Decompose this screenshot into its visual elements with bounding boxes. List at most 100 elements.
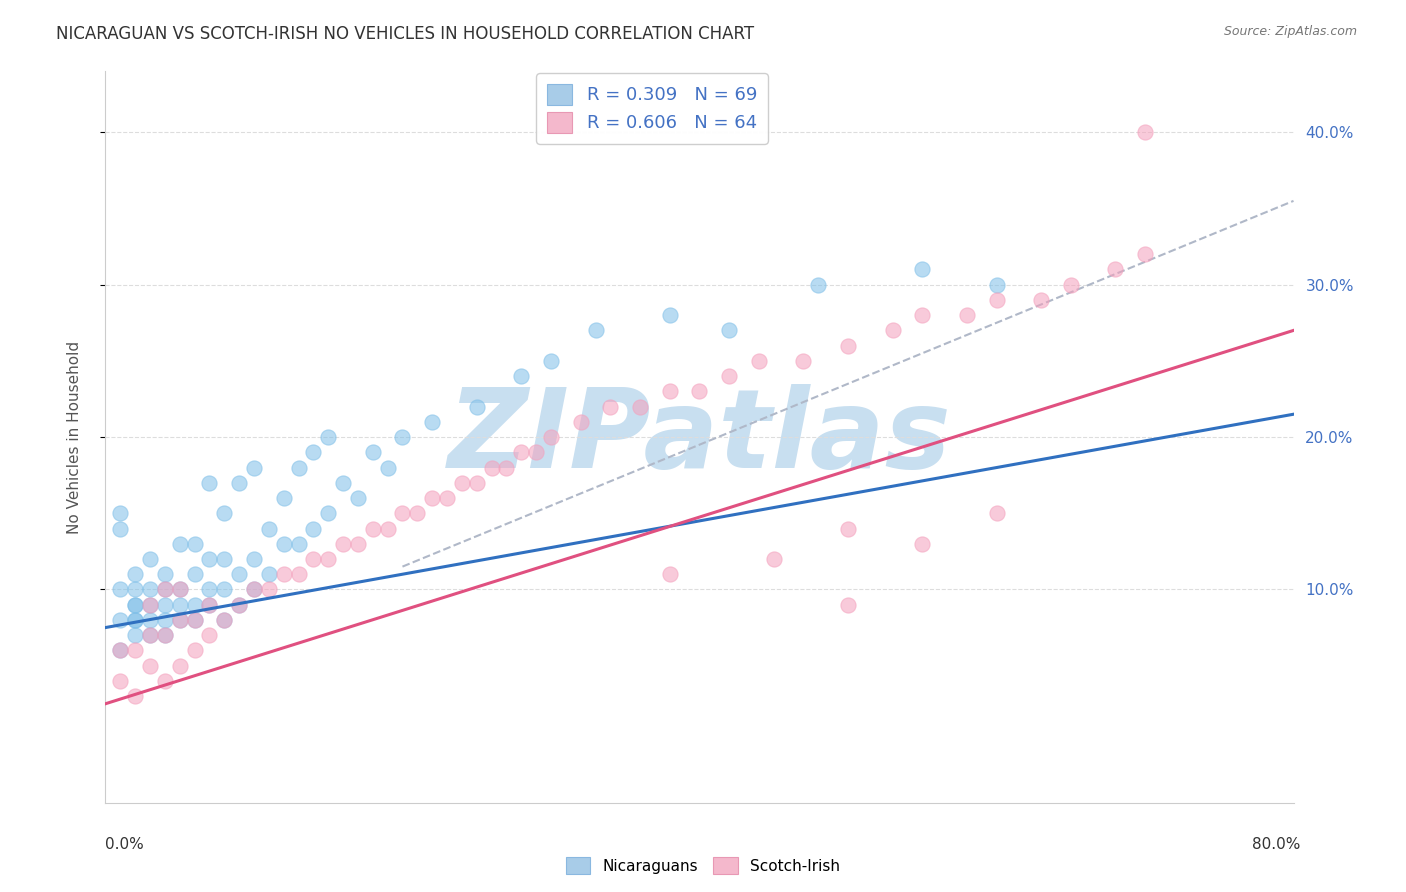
Point — [153, 628, 176, 642]
Point — [153, 628, 176, 642]
Point — [228, 475, 250, 490]
Point — [1060, 277, 1083, 292]
Point — [153, 598, 176, 612]
Point — [228, 598, 250, 612]
Point — [139, 658, 162, 673]
Point — [956, 308, 979, 322]
Point — [169, 598, 191, 612]
Point — [495, 460, 517, 475]
Text: 0.0%: 0.0% — [105, 837, 145, 852]
Point — [287, 537, 309, 551]
Point — [911, 537, 934, 551]
Point — [837, 521, 859, 535]
Point — [316, 430, 339, 444]
Point — [273, 491, 295, 505]
Point — [169, 658, 191, 673]
Point — [792, 354, 814, 368]
Point — [599, 400, 621, 414]
Point — [183, 567, 205, 582]
Point — [628, 400, 651, 414]
Point — [153, 567, 176, 582]
Point — [139, 552, 162, 566]
Point — [347, 537, 370, 551]
Text: 80.0%: 80.0% — [1253, 837, 1301, 852]
Point — [436, 491, 458, 505]
Point — [658, 308, 681, 322]
Point — [110, 673, 132, 688]
Point — [198, 598, 221, 612]
Point — [124, 567, 146, 582]
Point — [569, 415, 592, 429]
Point — [169, 613, 191, 627]
Point — [273, 567, 295, 582]
Point — [139, 628, 162, 642]
Point — [214, 613, 236, 627]
Point — [110, 521, 132, 535]
Point — [658, 384, 681, 399]
Point — [986, 506, 1008, 520]
Point — [837, 598, 859, 612]
Point — [139, 628, 162, 642]
Point — [257, 521, 280, 535]
Point — [986, 293, 1008, 307]
Point — [214, 552, 236, 566]
Point — [124, 598, 146, 612]
Point — [332, 537, 354, 551]
Point — [302, 445, 325, 459]
Point — [124, 613, 146, 627]
Point — [718, 323, 741, 337]
Point — [169, 537, 191, 551]
Point — [287, 567, 309, 582]
Point — [882, 323, 904, 337]
Point — [243, 582, 266, 597]
Point — [420, 415, 443, 429]
Point — [302, 552, 325, 566]
Point — [481, 460, 503, 475]
Point — [124, 689, 146, 703]
Point — [465, 475, 488, 490]
Point — [198, 598, 221, 612]
Point — [1133, 247, 1156, 261]
Point — [124, 643, 146, 657]
Point — [420, 491, 443, 505]
Point — [391, 506, 413, 520]
Point — [169, 613, 191, 627]
Point — [361, 521, 384, 535]
Point — [243, 582, 266, 597]
Point — [689, 384, 711, 399]
Point — [450, 475, 472, 490]
Point — [198, 552, 221, 566]
Point — [139, 582, 162, 597]
Point — [257, 582, 280, 597]
Point — [139, 613, 162, 627]
Point — [1133, 125, 1156, 139]
Point — [287, 460, 309, 475]
Point — [198, 628, 221, 642]
Y-axis label: No Vehicles in Household: No Vehicles in Household — [67, 341, 82, 533]
Point — [585, 323, 607, 337]
Point — [214, 613, 236, 627]
Point — [153, 613, 176, 627]
Point — [524, 445, 547, 459]
Point — [391, 430, 413, 444]
Point — [110, 506, 132, 520]
Point — [110, 582, 132, 597]
Point — [465, 400, 488, 414]
Point — [510, 369, 533, 384]
Point — [153, 582, 176, 597]
Point — [911, 308, 934, 322]
Point — [183, 537, 205, 551]
Point — [243, 460, 266, 475]
Point — [124, 598, 146, 612]
Point — [153, 582, 176, 597]
Point — [183, 613, 205, 627]
Text: ZIPatlas: ZIPatlas — [447, 384, 952, 491]
Point — [257, 567, 280, 582]
Point — [718, 369, 741, 384]
Point — [139, 598, 162, 612]
Point — [198, 475, 221, 490]
Point — [316, 506, 339, 520]
Point — [316, 552, 339, 566]
Point — [986, 277, 1008, 292]
Text: NICARAGUAN VS SCOTCH-IRISH NO VEHICLES IN HOUSEHOLD CORRELATION CHART: NICARAGUAN VS SCOTCH-IRISH NO VEHICLES I… — [56, 25, 755, 43]
